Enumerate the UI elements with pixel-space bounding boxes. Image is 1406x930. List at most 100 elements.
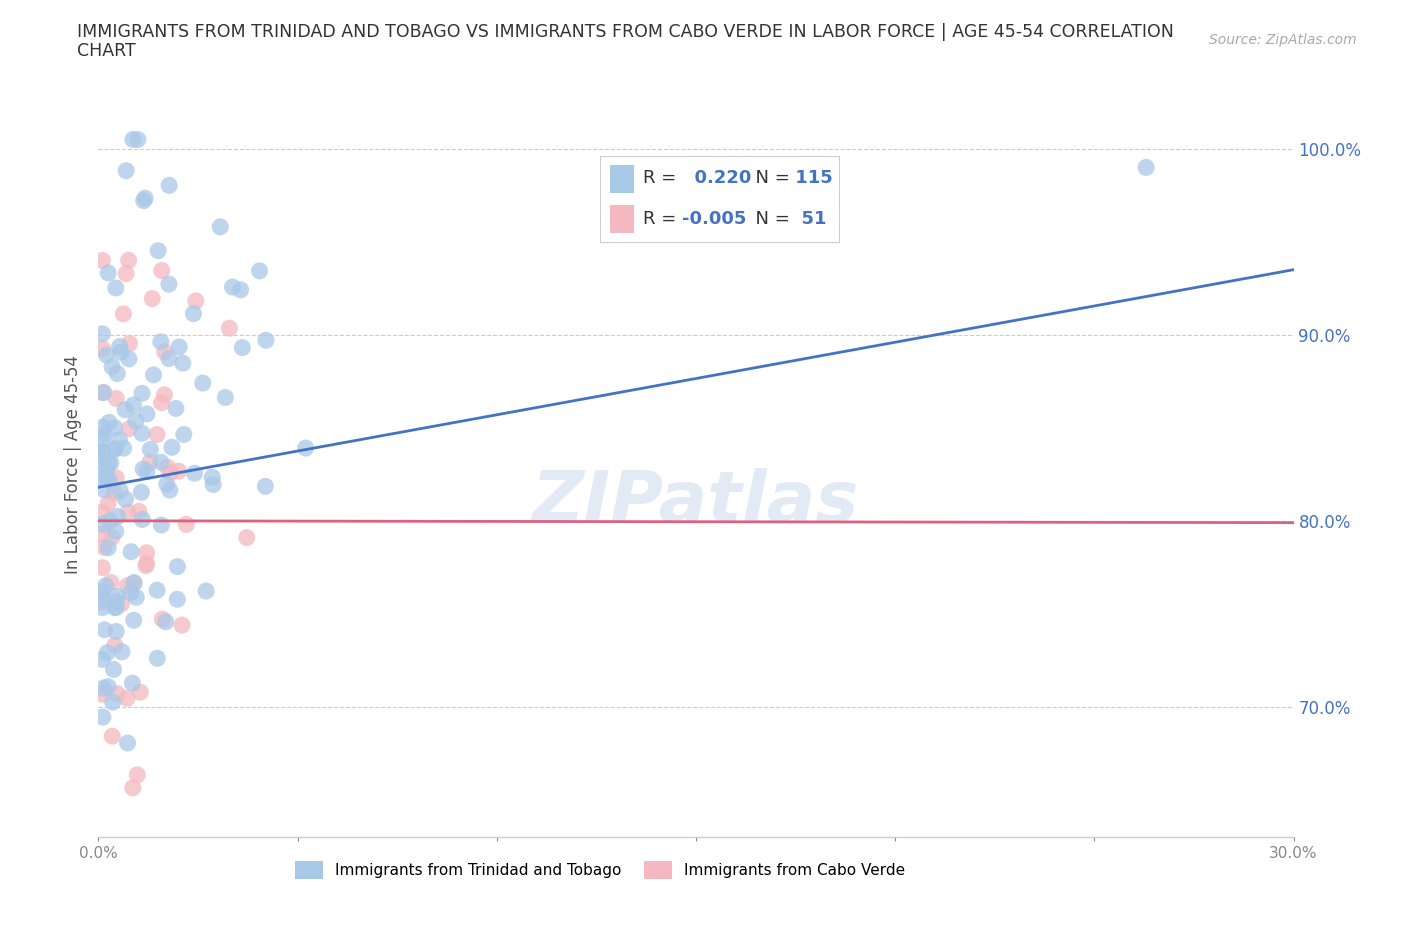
Point (105, 594, 128, 609)
Point (118, 352, 141, 366)
Point (254, 479, 277, 494)
Point (156, 459, 179, 474)
Point (139, 455, 162, 470)
Point (91, 595, 114, 610)
Point (108, 339, 131, 354)
Point (176, 517, 198, 532)
Point (125, 590, 148, 604)
Point (236, 530, 259, 545)
Point (131, 386, 153, 401)
Point (142, 367, 165, 382)
Point (135, 545, 157, 560)
Point (91, 584, 114, 599)
Point (93, 483, 115, 498)
Point (118, 336, 141, 351)
Point (1135, 160, 1157, 175)
Point (91, 326, 114, 341)
Point (111, 644, 134, 659)
Point (159, 466, 181, 481)
Point (129, 684, 152, 699)
Point (195, 584, 218, 599)
Point (134, 191, 156, 206)
Point (108, 432, 131, 447)
Point (91, 419, 114, 434)
Point (150, 518, 173, 533)
Point (117, 578, 139, 593)
Point (91, 681, 114, 696)
Point (91, 600, 114, 615)
Point (122, 132, 145, 147)
Point (91, 385, 114, 400)
Point (221, 280, 243, 295)
Point (118, 421, 141, 436)
Point (96, 348, 118, 363)
Point (157, 178, 180, 193)
Point (91, 710, 114, 724)
Point (110, 596, 132, 611)
Point (104, 420, 127, 435)
Point (103, 662, 125, 677)
Point (98, 513, 121, 528)
Point (104, 600, 127, 615)
Point (105, 589, 128, 604)
Point (229, 283, 252, 298)
Point (101, 359, 124, 374)
Point (127, 767, 149, 782)
Point (150, 612, 173, 627)
Point (146, 427, 169, 442)
Point (91, 445, 114, 459)
Point (114, 403, 136, 418)
Point (139, 442, 162, 457)
Point (91, 444, 114, 458)
Point (172, 355, 194, 370)
Text: CHART: CHART (77, 42, 136, 60)
Point (91, 253, 114, 268)
Point (93, 427, 115, 442)
Point (135, 464, 157, 479)
Text: IMMIGRANTS FROM TRINIDAD AND TOBAGO VS IMMIGRANTS FROM CABO VERDE IN LABOR FORCE: IMMIGRANTS FROM TRINIDAD AND TOBAGO VS I… (77, 23, 1174, 41)
Point (146, 244, 169, 259)
Point (127, 132, 149, 147)
Point (105, 600, 128, 615)
Point (110, 345, 132, 360)
Point (94, 459, 117, 474)
Point (155, 615, 177, 630)
Point (149, 334, 172, 349)
Point (166, 559, 188, 574)
Y-axis label: In Labor Force | Age 45-54: In Labor Force | Age 45-54 (65, 355, 83, 575)
Point (98, 415, 121, 430)
Point (159, 483, 181, 498)
Point (184, 293, 207, 308)
Point (141, 291, 163, 306)
Point (93, 385, 115, 400)
Legend: Immigrants from Trinidad and Tobago, Immigrants from Cabo Verde: Immigrants from Trinidad and Tobago, Imm… (290, 856, 911, 885)
Point (97, 679, 120, 694)
Point (153, 344, 176, 359)
Point (115, 164, 138, 179)
Point (131, 485, 153, 499)
Point (170, 618, 193, 632)
Point (122, 613, 145, 628)
Point (96, 461, 118, 476)
Point (104, 281, 127, 296)
Point (121, 676, 143, 691)
Point (167, 464, 190, 479)
Point (96, 645, 118, 660)
Point (91, 526, 114, 541)
Point (202, 477, 225, 492)
Point (105, 624, 128, 639)
Point (135, 558, 157, 573)
Point (166, 591, 188, 606)
Point (96, 470, 118, 485)
Point (173, 427, 195, 442)
Point (136, 406, 159, 421)
Point (135, 556, 157, 571)
Point (91, 341, 114, 356)
Point (100, 456, 122, 471)
Text: Source: ZipAtlas.com: Source: ZipAtlas.com (1209, 33, 1357, 46)
Point (121, 780, 143, 795)
Point (91, 591, 114, 605)
Point (218, 321, 240, 336)
Point (146, 583, 169, 598)
Point (209, 219, 232, 234)
